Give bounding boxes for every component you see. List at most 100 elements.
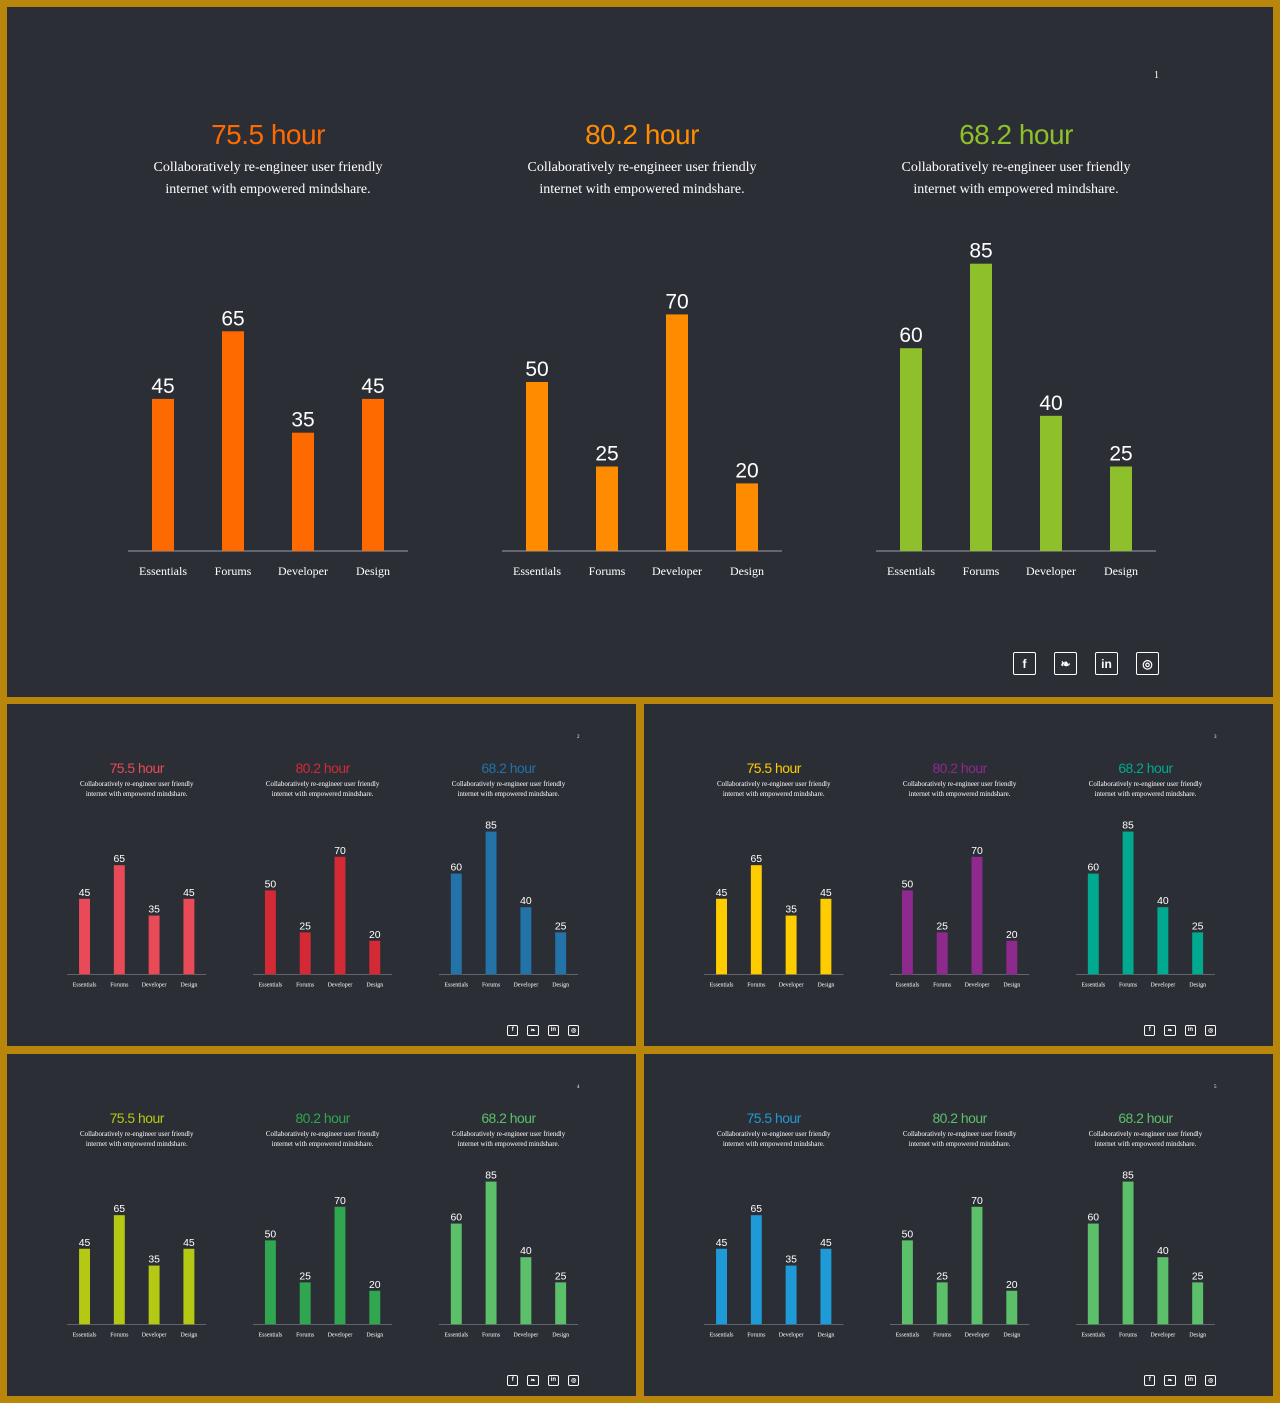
chart-title: 68.2 hour	[481, 1109, 536, 1126]
chart-title: 75.5 hour	[746, 1109, 802, 1126]
chart-description-line: Collaboratively re-engineer user friendl…	[716, 1129, 831, 1138]
category-label: Essentials	[444, 982, 468, 988]
bar-chart: 60 Essentials 85 Forums 40 Developer 25 Design	[876, 240, 1156, 578]
category-label: Essentials	[259, 982, 283, 988]
bar-design	[183, 1248, 195, 1325]
category-label: Design	[180, 1332, 197, 1338]
chart-title: 68.2 hour	[481, 759, 536, 776]
chart-description-line: internet with empowered mindshare.	[1094, 790, 1197, 799]
chart-description-line: Collaboratively re-engineer user friendl…	[153, 160, 383, 175]
instagram-icon[interactable]: ◎	[1205, 1374, 1217, 1386]
chart-description-line: Collaboratively re-engineer user friendl…	[902, 779, 1017, 788]
bar-value-label: 85	[1122, 1171, 1134, 1182]
bar-value-label: 60	[899, 324, 922, 347]
slide-4: 4 75.5 hour Collaboratively re-engineer us…	[7, 1054, 636, 1396]
category-label: Forums	[1119, 982, 1138, 988]
bar-design	[736, 483, 758, 551]
twitter-icon[interactable]: ❧	[1164, 1024, 1176, 1036]
slide-5: 5 75.5 hour Collaboratively re-engineer us…	[644, 1054, 1273, 1396]
bar-value-label: 25	[1109, 443, 1132, 466]
bar-essentials	[264, 890, 276, 975]
twitter-icon[interactable]: ❧	[1054, 652, 1077, 675]
twitter-icon[interactable]: ❧	[527, 1024, 539, 1036]
facebook-icon[interactable]: f	[1143, 1024, 1156, 1036]
bar-chart: 50 Essentials 25 Forums 70 Developer 20 Design	[253, 846, 393, 988]
facebook-icon[interactable]: f	[1143, 1374, 1156, 1386]
bar-essentials	[1087, 873, 1099, 975]
bar-essentials	[79, 898, 90, 975]
category-label: Developer	[779, 1332, 804, 1338]
linkedin-icon[interactable]: in	[1095, 652, 1118, 675]
category-label: Forums	[1119, 1332, 1138, 1338]
twitter-icon[interactable]: ❧	[527, 1374, 539, 1386]
category-label: Essentials	[896, 1332, 920, 1338]
bar-chart: 60 Essentials 85 Forums 40 Developer 25 Design	[1075, 821, 1216, 988]
bar-value-label: 45	[716, 1238, 728, 1249]
chart-description-line: Collaboratively re-engineer user friendl…	[451, 1129, 566, 1138]
instagram-icon[interactable]: ◎	[568, 1374, 580, 1386]
bar-design	[1110, 466, 1132, 551]
linkedin-icon[interactable]: in	[547, 1374, 560, 1386]
category-label: Essentials	[710, 982, 734, 988]
bar-value-label: 25	[936, 1271, 948, 1282]
bar-forums	[936, 932, 948, 975]
category-label: Developer	[513, 1332, 538, 1338]
bar-forums	[485, 1181, 497, 1325]
bar-value-label: 85	[485, 1171, 497, 1182]
category-label: Design	[366, 1332, 383, 1338]
category-label: Design	[180, 982, 197, 988]
bar-essentials	[264, 1240, 276, 1325]
social-links: f ❧ in ◎	[1143, 1024, 1217, 1036]
facebook-icon[interactable]: f	[506, 1374, 519, 1386]
category-label: Essentials	[1081, 982, 1105, 988]
bar-value-label: 25	[555, 921, 567, 932]
linkedin-icon[interactable]: in	[1184, 1024, 1197, 1036]
bar-value-label: 45	[183, 1238, 195, 1249]
bar-value-label: 50	[265, 1229, 277, 1240]
bar-developer	[1157, 907, 1169, 975]
bar-design	[1006, 940, 1018, 975]
bar-forums	[970, 263, 992, 551]
facebook-icon[interactable]: f	[506, 1024, 519, 1036]
slide-number: 5	[1214, 1085, 1217, 1091]
bar-chart: 45 Essentials 65 Forums 35 Developer 45 Design	[128, 307, 408, 578]
facebook-icon[interactable]: f	[1013, 652, 1036, 675]
bar-design	[1006, 1290, 1018, 1325]
instagram-icon[interactable]: ◎	[1205, 1024, 1217, 1036]
bar-chart: 60 Essentials 85 Forums 40 Developer 25 Design	[438, 1171, 579, 1338]
bar-developer	[520, 907, 532, 975]
bar-value-label: 40	[1157, 1246, 1169, 1257]
chart-description-line: internet with empowered mindshare.	[722, 1140, 825, 1149]
chart-description-line: Collaboratively re-engineer user friendl…	[527, 160, 757, 175]
linkedin-icon[interactable]: in	[1184, 1374, 1197, 1386]
bar-design	[369, 1290, 381, 1325]
slide-number: 2	[577, 735, 580, 741]
category-label: Essentials	[444, 1332, 468, 1338]
category-label: Forums	[747, 1332, 766, 1338]
category-label: Developer	[513, 982, 538, 988]
bar-value-label: 65	[751, 1204, 763, 1215]
bar-essentials	[901, 890, 913, 975]
chart-description-line: Collaboratively re-engineer user friendl…	[79, 1129, 194, 1138]
category-label: Developer	[1026, 564, 1076, 578]
bar-value-label: 35	[785, 905, 797, 916]
chart-title: 80.2 hour	[932, 759, 987, 776]
instagram-icon[interactable]: ◎	[1136, 652, 1159, 675]
bar-essentials	[450, 873, 462, 975]
twitter-icon[interactable]: ❧	[1164, 1374, 1176, 1386]
bar-design	[369, 940, 381, 975]
bar-forums	[1122, 1181, 1134, 1325]
chart-description-line: internet with empowered mindshare.	[271, 790, 374, 799]
linkedin-icon[interactable]: in	[547, 1024, 560, 1036]
category-label: Essentials	[139, 564, 187, 578]
social-links: f ❧ in ◎	[506, 1024, 580, 1036]
bar-value-label: 70	[971, 846, 983, 857]
bar-developer	[148, 1265, 160, 1325]
bar-value-label: 70	[971, 1196, 983, 1207]
bar-value-label: 20	[1006, 1280, 1018, 1291]
bar-design	[1192, 1282, 1204, 1325]
chart-description-line: internet with empowered mindshare.	[913, 182, 1119, 197]
instagram-icon[interactable]: ◎	[568, 1024, 580, 1036]
bar-value-label: 85	[1122, 821, 1134, 832]
bar-value-label: 25	[1192, 1271, 1204, 1282]
